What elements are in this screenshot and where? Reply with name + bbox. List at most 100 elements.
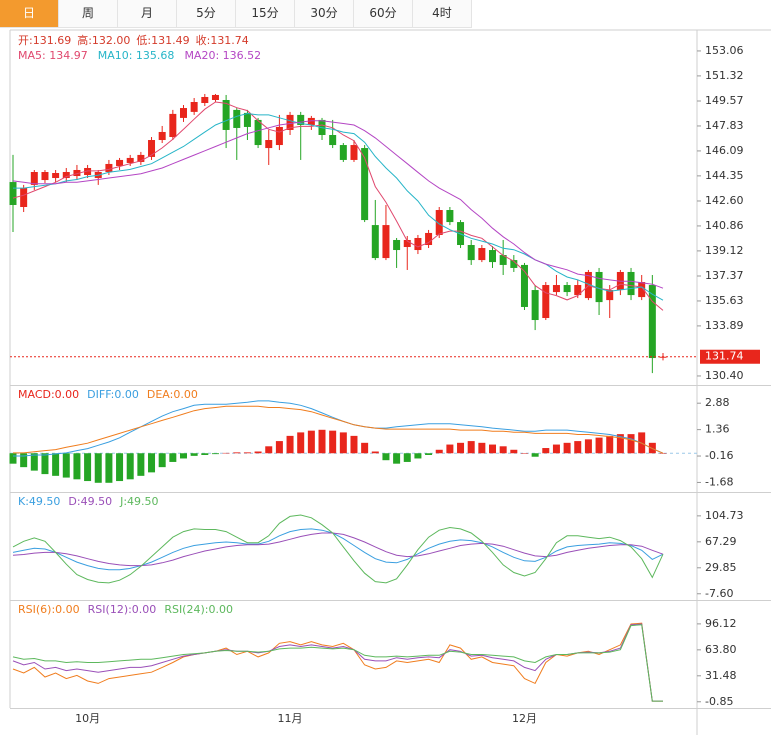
- legend-entry: RSI(12):0.00: [88, 603, 157, 616]
- candle-body: [467, 245, 475, 261]
- candle-body: [84, 167, 92, 176]
- y-tick-label: 2.88: [705, 396, 730, 409]
- candle-body: [297, 114, 305, 125]
- y-tick-label: 151.32: [705, 69, 744, 82]
- macd-bar: [467, 441, 475, 454]
- y-tick-label: 142.60: [705, 194, 744, 207]
- candle-body: [542, 285, 550, 319]
- series-line: [12, 624, 663, 702]
- macd-bar: [169, 453, 177, 462]
- candle-body: [425, 232, 433, 246]
- period-tab[interactable]: 4时: [413, 0, 472, 28]
- period-tab[interactable]: 日: [0, 0, 59, 28]
- candle-body: [20, 187, 28, 207]
- legend-entry: MACD:0.00: [18, 388, 79, 401]
- candle-body: [116, 159, 124, 166]
- period-tab[interactable]: 5分: [177, 0, 236, 28]
- frame: [9, 29, 771, 735]
- candle-body: [233, 109, 241, 128]
- series-line: [12, 101, 664, 311]
- candle-body: [350, 145, 358, 160]
- last-price-label: 131.74: [705, 350, 744, 363]
- macd-bar: [30, 453, 38, 471]
- macd-bar: [201, 453, 209, 455]
- macd-bar: [62, 453, 70, 478]
- candle-body: [9, 182, 17, 205]
- candle-body: [510, 260, 518, 268]
- period-tab[interactable]: 60分: [354, 0, 413, 28]
- candle-body: [648, 285, 656, 359]
- ohlc-info: 低:131.49: [136, 34, 189, 47]
- macd-bar: [339, 432, 347, 454]
- series-line: [12, 532, 664, 567]
- last-price-box: [700, 349, 760, 364]
- y-tick-label: 31.48: [705, 669, 737, 682]
- series-line: [13, 405, 664, 454]
- period-tab[interactable]: 30分: [295, 0, 354, 28]
- macd-bar: [563, 442, 571, 454]
- candle-body: [30, 172, 38, 185]
- macd-bar: [254, 451, 262, 454]
- macd-bar: [595, 437, 603, 454]
- y-tick-label: 139.12: [705, 244, 744, 257]
- legend-entry: MA20: 136.52: [184, 49, 261, 62]
- macd-bar: [9, 453, 17, 464]
- legend-entry: D:49.50: [68, 495, 112, 508]
- candle-body: [211, 94, 219, 100]
- candle-body: [265, 140, 273, 149]
- macd-bar: [116, 453, 124, 482]
- candle-body: [137, 154, 145, 162]
- ohlc-info: 开:131.69: [18, 34, 71, 47]
- y-tick-label: 144.35: [705, 169, 744, 182]
- legend-entry: MA5: 134.97: [18, 49, 88, 62]
- candle-body: [126, 157, 134, 163]
- period-tab[interactable]: 15分: [236, 0, 295, 28]
- candle-body: [169, 113, 177, 138]
- macd-bar: [137, 453, 145, 476]
- candle-body: [179, 108, 187, 118]
- macd-bar: [179, 453, 187, 459]
- macd-bar: [531, 453, 539, 457]
- macd-bar: [478, 442, 486, 454]
- candle-body: [73, 169, 81, 177]
- candle-body: [275, 126, 283, 146]
- macd-bar: [265, 446, 273, 454]
- x-tick-label: 12月: [512, 712, 537, 725]
- macd-bar: [275, 441, 283, 454]
- y-tick-label: 96.12: [705, 617, 737, 630]
- candle-body: [638, 282, 646, 298]
- macd-bar: [616, 434, 624, 454]
- macd-bar: [329, 430, 337, 454]
- macd-bar: [148, 453, 156, 473]
- macd-bar: [20, 453, 28, 468]
- period-tab[interactable]: 周: [59, 0, 118, 28]
- candle-body: [201, 96, 209, 104]
- series-line: [12, 623, 663, 702]
- y-tick-label: -7.60: [705, 587, 733, 600]
- candle-body: [435, 210, 443, 235]
- macd-bar: [520, 453, 528, 454]
- candle-body: [62, 172, 70, 179]
- candle-body: [190, 102, 198, 112]
- macd-bar: [211, 453, 219, 455]
- y-tick-label: 29.85: [705, 561, 737, 574]
- legend-entry: J:49.50: [119, 495, 158, 508]
- candle-body: [52, 173, 60, 179]
- candle-body: [286, 114, 294, 130]
- candle-body: [595, 271, 603, 303]
- period-tab[interactable]: 月: [118, 0, 177, 28]
- y-tick-label: 67.29: [705, 535, 737, 548]
- candle-body: [499, 255, 507, 265]
- legend-entry: DEA:0.00: [147, 388, 198, 401]
- macd-bar: [425, 453, 433, 455]
- macd-bar: [126, 453, 134, 480]
- candle-body: [105, 163, 113, 172]
- candle-body: [254, 119, 262, 146]
- macd-bar: [286, 435, 294, 454]
- macd-bar: [73, 453, 81, 480]
- y-tick-label: 1.36: [705, 423, 730, 436]
- candle-body: [393, 239, 401, 251]
- candle-body: [148, 140, 156, 157]
- macd-bar: [105, 453, 113, 483]
- macd-bar: [648, 442, 656, 454]
